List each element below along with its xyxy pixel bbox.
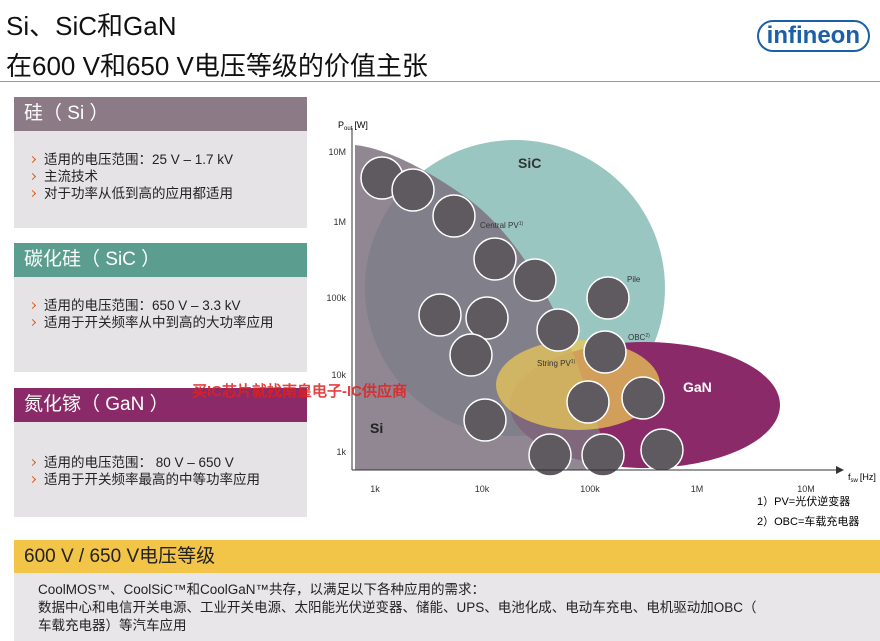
x-tick-label: 1k	[370, 484, 380, 494]
y-tick-label: 10k	[331, 370, 346, 380]
title-line: 在600 V和650 V电压等级的价值主张	[6, 51, 428, 81]
y-tick-label: 1k	[336, 447, 346, 457]
title-line: Si、SiC和GaN	[6, 11, 177, 41]
section-title: 碳化硅（ SiC ）	[14, 243, 307, 277]
banner-line: 数据中心和电信开关电源、工业开关电源、太阳能光伏逆变器、储能、UPS、电池化成、…	[38, 600, 757, 615]
footnote: 1）PV=光伏逆变器	[757, 494, 850, 508]
bullet: 适用于开关频率最高的中等功率应用	[28, 471, 299, 488]
region-label: GaN	[683, 379, 712, 395]
watermark: 买IC芯片就找南皇电子-IC供应商	[192, 383, 407, 400]
section-body: 适用的电压范围： 80 V – 650 V 适用于开关频率最高的中等功率应用	[14, 422, 307, 517]
bullet: 适用于开关频率从中到高的大功率应用	[28, 314, 299, 331]
section-title: 氮化镓（ GaN ）	[14, 388, 307, 422]
bullet: 对于功率从低到高的应用都适用	[28, 185, 299, 202]
banner-line: 车载充电器）等汽车应用	[38, 618, 187, 633]
section-title: 硅（ Si ）	[14, 97, 307, 131]
divider	[0, 81, 880, 82]
y-tick-label: 1M	[333, 217, 346, 227]
x-axis-label: fsw [Hz]	[848, 472, 876, 484]
diagram: Pout [W] fsw [Hz] 10M 1M 100k 10k 1k 1k 10…	[326, 120, 876, 528]
y-axis-label: Pout [W]	[338, 120, 368, 132]
y-tick-label: 100k	[326, 293, 346, 303]
bullet: 主流技术	[28, 168, 299, 185]
region-label: SiC	[518, 155, 541, 171]
bullet: 适用的电压范围：25 V – 1.7 kV	[28, 151, 299, 168]
app-label: Central PV1)	[480, 221, 523, 230]
bullet: 适用的电压范围：650 V – 3.3 kV	[28, 297, 299, 314]
section-body: 适用的电压范围：25 V – 1.7 kV 主流技术 对于功率从低到高的应用都适…	[14, 131, 307, 228]
banner-title: 600 V / 650 V电压等级	[14, 540, 880, 573]
region-label: Si	[370, 420, 383, 436]
banner-body: CoolMOS™、CoolSiC™和CoolGaN™共存，以满足以下各种应用的需…	[14, 573, 880, 641]
section-body: 适用的电压范围：650 V – 3.3 kV 适用于开关频率从中到高的大功率应用	[14, 277, 307, 372]
x-tick-label: 1M	[691, 484, 704, 494]
x-tick-label: 10k	[475, 484, 490, 494]
footnote: 2）OBC=车载充电器	[757, 514, 859, 528]
y-tick-label: 10M	[328, 147, 346, 157]
axis-arrow	[836, 466, 844, 474]
app-label: String PV1)	[537, 359, 576, 368]
logo: infineon	[756, 20, 870, 52]
app-label: Pile	[627, 275, 641, 284]
application-icons	[360, 156, 684, 477]
x-tick-label: 100k	[580, 484, 600, 494]
bullet: 适用的电压范围： 80 V – 650 V	[28, 454, 299, 471]
x-tick-label: 10M	[797, 484, 815, 494]
banner-line: CoolMOS™、CoolSiC™和CoolGaN™共存，以满足以下各种应用的需…	[38, 582, 486, 597]
app-label: OBC2)	[628, 333, 650, 342]
